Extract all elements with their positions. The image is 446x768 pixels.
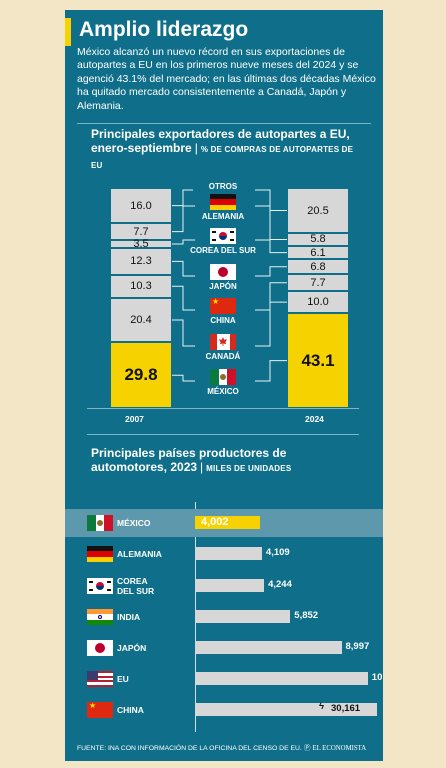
value-label: 4,109 (265, 547, 290, 558)
connector-japón (255, 266, 287, 277)
country-label: CHINA (210, 316, 236, 325)
chart1-baseline (87, 408, 359, 409)
germany-flag-icon (210, 194, 236, 210)
value-label: 8,997 (345, 641, 370, 652)
china-flag-icon: ★ (210, 298, 236, 314)
bar-china (195, 703, 377, 716)
mexico-flag-icon (87, 515, 113, 531)
connector-china (255, 282, 287, 311)
bar-segment-2007-otros: 16.0 (110, 188, 172, 224)
value-label: 5,852 (294, 610, 319, 621)
page-title: Amplio liderazgo (79, 18, 249, 41)
bar-segment-2024-alemania: 5.8 (287, 233, 349, 246)
value-label: 4,244 (268, 579, 292, 590)
bar-segment-2024-corea-del-sur: 6.1 (287, 245, 349, 260)
country-label: COREA DEL SUR (190, 246, 256, 255)
publisher-name: EL ECONOMISTA (312, 745, 367, 752)
chart1-title-text: Principales exportadores de autopartes a… (91, 127, 350, 155)
publisher-icon: Ⓟ (303, 745, 311, 752)
connector-méxico (255, 360, 287, 382)
korea-flag-icon (87, 578, 113, 594)
country-label: INDIA (117, 612, 141, 622)
value-label: 30,161 (331, 703, 361, 714)
bar-corea-del-sur (195, 579, 265, 592)
bar-alemania (195, 547, 262, 560)
connector-otros (255, 189, 287, 212)
germany-flag-icon (87, 546, 113, 562)
bar-eu (195, 672, 368, 685)
bar-segment-2024-china: 7.7 (287, 274, 349, 292)
connector-méxico (172, 374, 195, 382)
japan-flag-icon (210, 264, 236, 280)
country-label: CHINA (117, 705, 144, 715)
country-label: OTROS (193, 182, 253, 191)
india-flag-icon (87, 609, 113, 625)
divider (77, 123, 371, 124)
country-label: COREA DEL SUR (117, 576, 155, 596)
bar-segment-2024-japón: 6.8 (287, 259, 349, 275)
bar-segment-2007-china: 10.3 (110, 274, 172, 298)
usa-flag-icon (87, 671, 113, 687)
china-flag-icon: ★ (87, 702, 113, 718)
axis-break-icon: ϟ (319, 701, 325, 712)
year-label-2024: 2024 (305, 414, 324, 424)
bar-segment-2007-corea-del-sur: 3.5 (110, 238, 172, 250)
year-label-2007: 2007 (125, 414, 144, 424)
japan-flag-icon (87, 640, 113, 656)
value-label: 4,002 (201, 516, 229, 528)
bar-segment-2007-japón: 12.3 (110, 247, 172, 275)
connector-china (172, 285, 195, 311)
bar-segment-2024-otros: 20.5 (287, 188, 349, 234)
country-label: CANADÁ (205, 352, 241, 361)
bar-segment-2007-alemania: 7.7 (110, 223, 172, 241)
source-text: FUENTE: INA CON INFORMACIÓN DE LA OFICIN… (77, 745, 302, 752)
connector-corea-del-sur (255, 239, 287, 254)
bar-segment-2024-méxico: 43.1 (287, 313, 349, 408)
mexico-flag-icon (210, 369, 236, 385)
chart1-unit: % DE COMPRAS DE AUTOPARTES DE EU (91, 145, 354, 170)
chart2-unit: MILES DE UNIDADES (206, 464, 292, 473)
country-label: JAPÓN (117, 643, 147, 653)
infographic-panel: Amplio liderazgo México alcanzó un nuevo… (65, 10, 383, 761)
bar-japón (195, 641, 342, 654)
country-label: ALEMANIA (117, 549, 162, 559)
bar-segment-2024-canadá: 10.0 (287, 291, 349, 314)
connector-alemania (255, 205, 287, 240)
chart2-title: Principales países productores de automo… (91, 446, 292, 474)
bar-méxico (195, 516, 261, 529)
title-accent (65, 18, 71, 46)
country-label: MÉXICO (207, 387, 239, 396)
intro-text: México alcanzó un nuevo récord en sus ex… (77, 46, 376, 112)
country-label: ALEMANIA (201, 212, 245, 221)
bar-india (195, 610, 291, 623)
value-label: 10,612 (371, 672, 383, 683)
connector-japón (172, 260, 195, 277)
connector-canadá (255, 301, 287, 347)
connector-otros (172, 189, 195, 207)
korea-flag-icon (210, 228, 236, 244)
canada-flag-icon (210, 334, 236, 350)
country-label: JAPÓN (209, 282, 237, 291)
source-note: FUENTE: INA CON INFORMACIÓN DE LA OFICIN… (77, 742, 366, 752)
chart2-title-text: Principales países productores de automo… (91, 446, 287, 474)
chart1-title: Principales exportadores de autopartes a… (91, 127, 354, 170)
connector-lines (172, 189, 287, 382)
bar-segment-2007-méxico: 29.8 (110, 342, 172, 408)
connector-corea-del-sur (172, 239, 195, 245)
connector-alemania (172, 205, 195, 233)
connector-canadá (172, 319, 195, 347)
divider (87, 434, 359, 435)
country-label: MÉXICO (117, 518, 151, 528)
country-label: EU (117, 674, 129, 684)
bar-segment-2007-canadá: 20.4 (110, 297, 172, 343)
